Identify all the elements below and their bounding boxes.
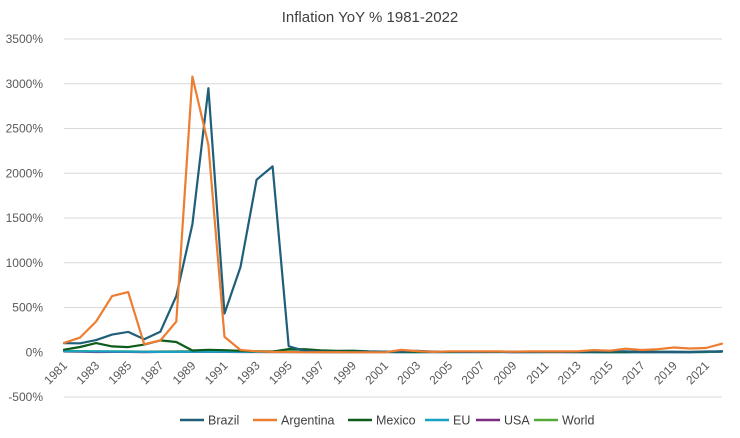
legend-label-brazil: Brazil [208, 414, 239, 428]
y-tick-label: 1500% [6, 211, 44, 225]
x-tick-label: 1983 [73, 358, 102, 387]
legend-label-eu: EU [453, 414, 470, 428]
x-tick-label: 1989 [170, 358, 199, 387]
y-tick-label: 2000% [6, 166, 44, 180]
x-tick-label: 1997 [298, 358, 327, 387]
x-tick-label: 2019 [651, 358, 680, 387]
x-tick-label: 2015 [587, 358, 616, 387]
series-line-brazil [62, 87, 724, 354]
x-tick-label: 1993 [234, 358, 263, 387]
x-tick-label: 1999 [330, 358, 359, 387]
series-line-argentina [62, 75, 724, 354]
y-tick-label: 3000% [6, 77, 44, 91]
x-tick-label: 2021 [683, 358, 712, 387]
x-tick-label: 1995 [266, 358, 295, 387]
x-tick-label: 2005 [427, 358, 456, 387]
x-tick-label: 2017 [619, 358, 648, 387]
legend-label-world: World [562, 414, 594, 428]
legend: Brazil Argentina Mexico EU USA World [180, 414, 594, 428]
x-tick-label: 1987 [138, 358, 167, 387]
x-tick-label: 2007 [459, 358, 488, 387]
x-tick-label: 2001 [362, 358, 391, 387]
y-tick-label: 0% [26, 345, 44, 359]
y-tick-label: -500% [8, 390, 43, 404]
chart-title: Inflation YoY % 1981-2022 [282, 9, 459, 26]
legend-label-usa: USA [504, 414, 530, 428]
y-tick-label: 3500% [6, 32, 44, 46]
x-tick-label: 2003 [394, 358, 423, 387]
x-tick-label: 1981 [41, 358, 70, 387]
x-tick-label: 1985 [106, 358, 135, 387]
x-tick-label: 2009 [491, 358, 520, 387]
y-tick-label: 2500% [6, 122, 44, 136]
y-tick-label: 1000% [6, 256, 44, 270]
x-axis-tick-labels: 1981 1983 1985 1987 1989 1991 1993 1995 1997 1999… [41, 358, 712, 387]
x-tick-label: 2013 [555, 358, 584, 387]
x-tick-label: 1991 [202, 358, 231, 387]
x-tick-label: 2011 [523, 358, 551, 386]
series-lines [62, 75, 724, 354]
legend-label-mexico: Mexico [376, 414, 416, 428]
gridlines [64, 38, 722, 398]
y-tick-label: 500% [12, 301, 43, 315]
legend-label-argentina: Argentina [281, 414, 335, 428]
y-axis-tick-labels: -500% 0% 500% 1000% 1500% 2000% 2500% 3000% 3500… [6, 32, 44, 404]
